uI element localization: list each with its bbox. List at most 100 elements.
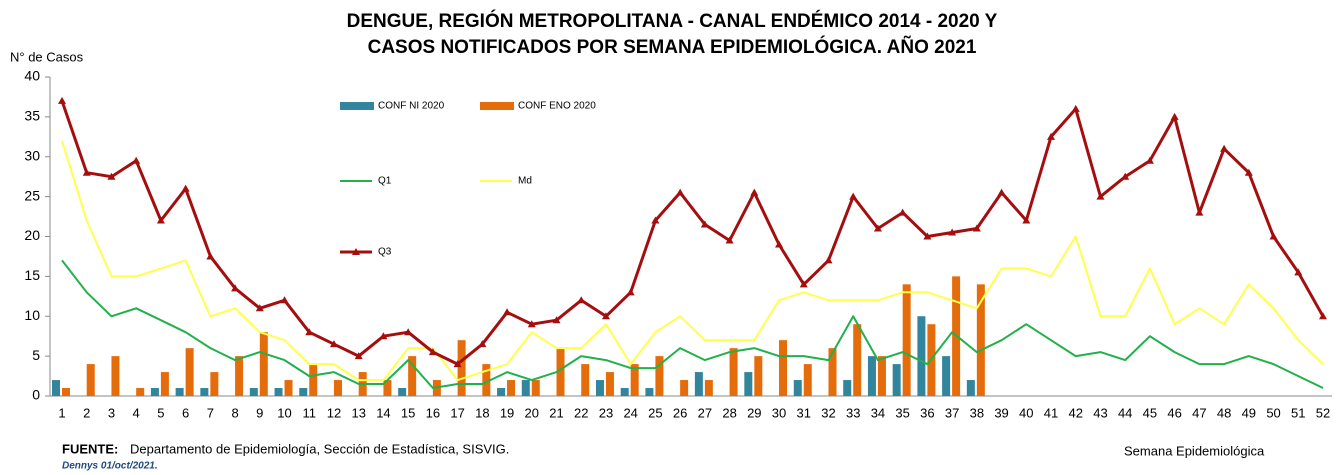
x-tick-label: 14 — [376, 405, 390, 420]
bar — [136, 388, 145, 396]
bar — [507, 380, 516, 396]
legend-label: CONF ENO 2020 — [518, 101, 596, 112]
x-tick-label: 49 — [1242, 405, 1256, 420]
legend-label: Q3 — [378, 247, 392, 258]
x-tick-label: 51 — [1291, 405, 1305, 420]
x-tick-label: 3 — [108, 405, 115, 420]
marker — [1319, 312, 1327, 320]
chart-title: DENGUE, REGIÓN METROPOLITANA - CANAL END… — [347, 10, 998, 32]
bar — [793, 380, 802, 396]
x-tick-label: 31 — [797, 405, 811, 420]
bar — [284, 380, 293, 396]
marker — [1294, 268, 1303, 276]
marker — [651, 216, 660, 224]
x-tick-label: 44 — [1118, 405, 1132, 420]
y-tick-label: 10 — [24, 307, 40, 323]
marker — [552, 316, 561, 324]
y-tick-label: 15 — [24, 267, 40, 283]
x-tick-label: 12 — [327, 405, 341, 420]
x-tick-label: 36 — [920, 405, 934, 420]
bar — [497, 388, 506, 396]
bar — [210, 372, 219, 396]
x-tick-label: 18 — [475, 405, 489, 420]
bar — [274, 388, 283, 396]
marker — [1071, 104, 1080, 112]
bar — [729, 348, 738, 396]
marker — [527, 320, 536, 328]
marker — [132, 156, 141, 164]
x-tick-label: 39 — [994, 405, 1008, 420]
bar — [803, 364, 812, 396]
line — [61, 140, 1324, 382]
marker — [206, 252, 215, 260]
bar — [853, 324, 862, 396]
y-tick-label: 5 — [32, 347, 40, 363]
bar — [917, 316, 926, 396]
bar — [383, 380, 392, 396]
marker — [898, 208, 907, 216]
x-tick-label: 2 — [83, 405, 90, 420]
x-tick-label: 22 — [574, 405, 588, 420]
bar — [966, 380, 975, 396]
x-tick-label: 45 — [1143, 405, 1157, 420]
marker — [82, 168, 91, 176]
bar — [309, 364, 318, 396]
bar — [645, 388, 654, 396]
marker — [428, 348, 437, 356]
marker — [626, 288, 635, 296]
bar — [754, 356, 763, 396]
marker — [997, 188, 1006, 196]
x-tick-label: 15 — [401, 405, 415, 420]
source-label: FUENTE: — [62, 441, 118, 456]
bar — [235, 356, 244, 396]
marker — [231, 284, 240, 292]
y-tick-label: 30 — [24, 147, 40, 163]
marker — [503, 308, 512, 316]
marker — [873, 224, 882, 232]
x-tick-label: 20 — [525, 405, 539, 420]
bar — [259, 332, 268, 396]
marker — [1170, 112, 1179, 120]
bar — [482, 364, 491, 396]
bar — [877, 356, 886, 396]
bar — [892, 364, 901, 396]
x-tick-label: 13 — [351, 405, 365, 420]
bar — [655, 356, 664, 396]
marker — [676, 188, 685, 196]
x-tick-label: 46 — [1167, 405, 1181, 420]
marker — [1121, 172, 1130, 180]
source: Departamento de Epidemiología, Sección d… — [130, 441, 509, 456]
bar — [680, 380, 689, 396]
bar — [630, 364, 639, 396]
legend-label: CONF NI 2020 — [378, 101, 445, 112]
marker — [1047, 132, 1056, 140]
x-tick-label: 34 — [871, 405, 885, 420]
author: Dennys 01/oct/2021. — [62, 461, 158, 472]
x-tick-label: 43 — [1093, 405, 1107, 420]
marker — [849, 192, 858, 200]
marker — [181, 184, 190, 192]
marker — [1220, 144, 1229, 152]
marker — [379, 332, 388, 340]
marker — [1096, 192, 1105, 200]
marker — [725, 236, 734, 244]
x-tick-label: 41 — [1044, 405, 1058, 420]
bar — [249, 388, 258, 396]
y-tick-label: 25 — [24, 187, 40, 203]
bar — [605, 372, 614, 396]
bar — [86, 364, 95, 396]
marker — [1145, 156, 1154, 164]
x-tick-label: 37 — [945, 405, 959, 420]
x-tick-label: 4 — [133, 405, 140, 420]
x-tick-label: 28 — [722, 405, 736, 420]
bar — [408, 356, 417, 396]
bar — [175, 388, 184, 396]
x-tick-label: 48 — [1217, 405, 1231, 420]
x-tick-label: 26 — [673, 405, 687, 420]
x-tick-label: 5 — [157, 405, 164, 420]
x-tick-label: 33 — [846, 405, 860, 420]
x-tick-label: 35 — [895, 405, 909, 420]
x-tick-label: 25 — [648, 405, 662, 420]
x-tick-label: 40 — [1019, 405, 1033, 420]
y-tick-label: 0 — [32, 387, 40, 403]
